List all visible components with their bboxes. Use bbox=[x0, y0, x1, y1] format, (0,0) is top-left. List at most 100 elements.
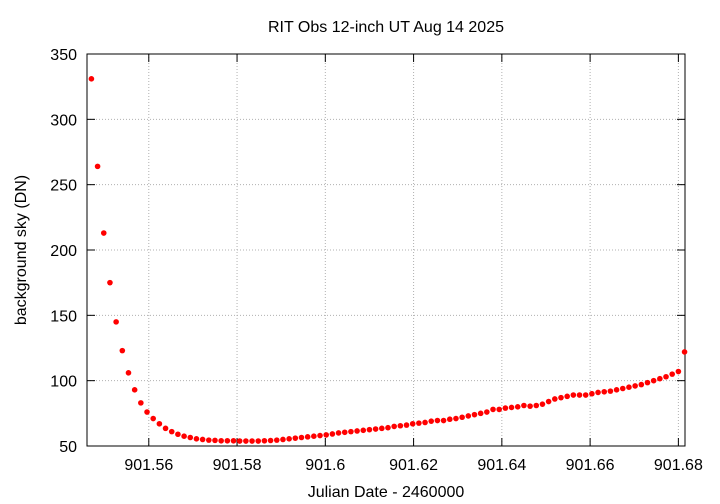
y-tick-label: 100 bbox=[50, 374, 77, 391]
data-point bbox=[144, 409, 150, 415]
y-tick-label: 50 bbox=[59, 439, 77, 456]
data-point bbox=[212, 437, 218, 444]
data-point bbox=[100, 230, 107, 236]
data-point bbox=[564, 393, 570, 400]
data-point bbox=[675, 368, 682, 375]
data-point bbox=[465, 413, 472, 419]
data-point bbox=[249, 438, 255, 444]
data-point bbox=[317, 432, 323, 439]
data-point bbox=[187, 434, 194, 441]
data-point bbox=[267, 437, 274, 444]
data-point bbox=[409, 420, 416, 427]
data-point bbox=[638, 381, 645, 388]
grid-lines bbox=[87, 54, 685, 446]
data-point bbox=[527, 403, 533, 409]
plot-frame bbox=[86, 53, 686, 447]
x-tick-label: 901.56 bbox=[124, 457, 173, 474]
chart-title: RIT Obs 12-inch UT Aug 14 2025 bbox=[268, 19, 504, 36]
data-point bbox=[521, 402, 527, 409]
data-point bbox=[236, 438, 243, 444]
y-axis-label: background sky (DN) bbox=[13, 175, 30, 325]
data-point bbox=[477, 410, 484, 417]
data-point bbox=[471, 411, 478, 418]
data-point bbox=[329, 431, 336, 437]
y-tick-label: 300 bbox=[50, 112, 77, 129]
data-point bbox=[484, 409, 490, 415]
data-point bbox=[545, 398, 552, 405]
data-point bbox=[607, 388, 614, 394]
data-point bbox=[280, 436, 286, 443]
data-point bbox=[391, 423, 397, 430]
data-point bbox=[156, 420, 163, 427]
data-point bbox=[94, 163, 101, 170]
y-tick-labels: 50 100 150 200 250 300 350 bbox=[50, 47, 77, 456]
y-tick-label: 350 bbox=[50, 47, 77, 64]
data-point bbox=[514, 404, 521, 410]
x-tick-label: 901.68 bbox=[654, 457, 703, 474]
data-point bbox=[490, 406, 496, 413]
data-point bbox=[552, 396, 558, 402]
data-point bbox=[502, 405, 509, 411]
data-point bbox=[224, 437, 231, 444]
data-point bbox=[125, 370, 132, 376]
data-point bbox=[589, 390, 595, 397]
data-point bbox=[323, 432, 330, 438]
data-point bbox=[595, 389, 601, 396]
data-point bbox=[422, 419, 428, 426]
data-point bbox=[162, 425, 169, 432]
data-point bbox=[175, 431, 181, 438]
y-tick-label: 250 bbox=[50, 178, 77, 195]
data-point bbox=[88, 76, 95, 82]
data-point bbox=[379, 425, 385, 432]
data-point bbox=[601, 388, 608, 395]
data-point bbox=[360, 427, 367, 434]
data-point bbox=[669, 371, 676, 377]
data-point bbox=[292, 435, 299, 441]
data-point bbox=[403, 422, 410, 428]
data-point bbox=[644, 379, 651, 386]
data-point bbox=[206, 437, 212, 443]
data-point bbox=[150, 415, 156, 422]
data-point bbox=[119, 347, 126, 354]
axis-ticks bbox=[87, 53, 685, 447]
y-tick-label: 200 bbox=[50, 243, 77, 260]
x-tick-label: 901.58 bbox=[213, 457, 262, 474]
data-point bbox=[311, 433, 317, 440]
data-point bbox=[613, 387, 620, 393]
data-point bbox=[440, 417, 447, 424]
data-point bbox=[657, 375, 663, 382]
data-point bbox=[168, 428, 175, 435]
data-point bbox=[558, 394, 564, 401]
data-point bbox=[453, 415, 459, 422]
data-point bbox=[348, 428, 354, 435]
data-point bbox=[261, 437, 268, 444]
data-point bbox=[446, 416, 453, 423]
data-point bbox=[304, 434, 311, 440]
x-tick-labels: 901.56 901.58 901.6 901.62 901.64 901.66 901.6… bbox=[124, 457, 703, 474]
data-point bbox=[243, 438, 249, 444]
x-tick-label: 901.66 bbox=[566, 457, 615, 474]
x-tick-label: 901.62 bbox=[389, 457, 438, 474]
data-point bbox=[255, 438, 262, 444]
data-point bbox=[397, 422, 404, 429]
data-point bbox=[286, 436, 292, 442]
data-point bbox=[663, 373, 669, 380]
data-point bbox=[230, 437, 237, 444]
x-tick-label: 901.64 bbox=[477, 457, 526, 474]
data-point bbox=[428, 418, 435, 424]
data-point bbox=[632, 383, 638, 389]
data-point bbox=[298, 434, 305, 441]
data-point bbox=[626, 384, 632, 391]
data-point bbox=[131, 387, 138, 393]
data-point bbox=[218, 437, 224, 444]
y-tick-label: 150 bbox=[50, 308, 77, 325]
data-point bbox=[113, 319, 119, 325]
data-point bbox=[273, 437, 280, 443]
data-point bbox=[650, 377, 657, 384]
data-point bbox=[354, 428, 360, 434]
data-point bbox=[619, 385, 626, 392]
data-point bbox=[138, 400, 144, 406]
data-point bbox=[416, 420, 422, 426]
data-point bbox=[341, 429, 348, 436]
